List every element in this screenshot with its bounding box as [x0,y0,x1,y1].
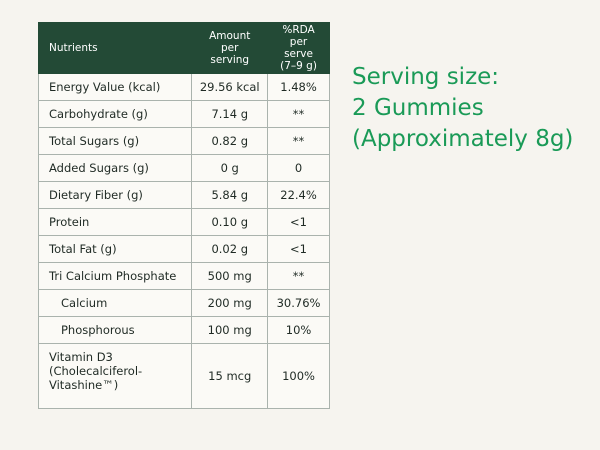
rda-value: 0 [267,154,330,182]
amount-value: 15 mcg [191,343,269,409]
amount-value: 0.02 g [191,235,269,263]
header-amount: Amount per serving [191,22,269,74]
amount-value: 500 mg [191,262,269,290]
nutrient-name: Dietary Fiber (g) [37,181,193,209]
nutrient-name: Added Sugars (g) [37,154,193,182]
table-row: Tri Calcium Phosphate 500 mg ** [37,262,330,290]
rda-value: 10% [267,316,330,344]
amount-value: 29.56 kcal [191,73,269,101]
table-row: Protein 0.10 g <1 [37,208,330,236]
table-row: Carbohydrate (g) 7.14 g ** [37,100,330,128]
table-header-row: Nutrients Amount per serving %RDA per se… [37,22,330,74]
table-row: Added Sugars (g) 0 g 0 [37,154,330,182]
amount-value: 5.84 g [191,181,269,209]
amount-value: 100 mg [191,316,269,344]
nutrient-name: Tri Calcium Phosphate [37,262,193,290]
rda-value: <1 [267,235,330,263]
header-nutrients: Nutrients [37,22,193,74]
table-row: Energy Value (kcal) 29.56 kcal 1.48% [37,73,330,101]
serving-size-weight: (Approximately 8g) [352,126,574,152]
rda-value: ** [267,100,330,128]
amount-value: 7.14 g [191,100,269,128]
rda-value: ** [267,127,330,155]
nutrient-name: Vitamin D3 (Cholecalciferol- Vitashine™) [37,343,193,409]
table-row: Phosphorous 100 mg 10% [37,316,330,344]
table-row: Dietary Fiber (g) 5.84 g 22.4% [37,181,330,209]
table-row: Total Sugars (g) 0.82 g ** [37,127,330,155]
rda-value: 30.76% [267,289,330,317]
rda-value: <1 [267,208,330,236]
nutrient-name: Calcium [37,289,193,317]
rda-value: 22.4% [267,181,330,209]
nutrient-name: Protein [37,208,193,236]
amount-value: 0 g [191,154,269,182]
nutrient-name: Total Sugars (g) [37,127,193,155]
nutrient-name: Phosphorous [37,316,193,344]
nutrient-name: Energy Value (kcal) [37,73,193,101]
nutrient-name: Carbohydrate (g) [37,100,193,128]
header-rda: %RDA per serve (7–9 g) [267,22,330,74]
amount-value: 200 mg [191,289,269,317]
amount-value: 0.10 g [191,208,269,236]
table-row: Calcium 200 mg 30.76% [37,289,330,317]
rda-value: ** [267,262,330,290]
amount-value: 0.82 g [191,127,269,155]
serving-size-callout: Serving size: 2 Gummies (Approximately 8… [352,62,573,155]
rda-value: 1.48% [267,73,330,101]
rda-value: 100% [267,343,330,409]
table-row: Total Fat (g) 0.02 g <1 [37,235,330,263]
table-row: Vitamin D3 (Cholecalciferol- Vitashine™)… [37,343,330,409]
serving-size-quantity: 2 Gummies [352,95,484,121]
nutrient-name-text: Vitamin D3 (Cholecalciferol- Vitashine™) [49,350,143,392]
serving-size-label: Serving size: [352,64,500,90]
nutrition-table: Nutrients Amount per serving %RDA per se… [37,22,330,409]
nutrient-name: Total Fat (g) [37,235,193,263]
